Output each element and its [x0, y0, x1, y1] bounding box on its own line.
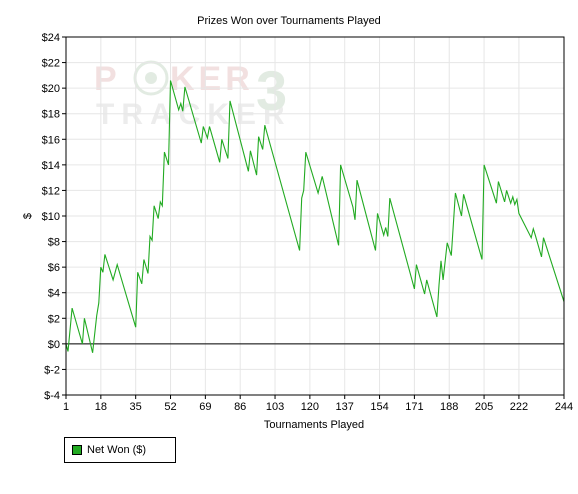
y-tick-label: $4 — [48, 288, 60, 300]
x-tick-label: 103 — [266, 401, 284, 413]
y-ticks: $-4 $-2 $0 $2 $4 $6 $8 $10 $12 $14 $16 $18 $20 $22 $24 — [42, 32, 66, 402]
chart-title: Prizes Won over Tournaments Played — [197, 15, 381, 27]
x-tick-label: 244 — [555, 401, 573, 413]
x-tick-label: 69 — [199, 401, 211, 413]
legend-swatch — [72, 445, 82, 455]
x-tick-label: 154 — [370, 401, 388, 413]
y-tick-label: $0 — [48, 339, 60, 351]
x-tick-label: 171 — [405, 401, 423, 413]
x-tick-label: 86 — [234, 401, 246, 413]
svg-text:KER: KER — [170, 60, 254, 98]
y-tick-label: $8 — [48, 237, 60, 249]
y-tick-label: $22 — [42, 58, 60, 70]
y-tick-label: $20 — [42, 83, 60, 95]
y-axis-label: $ — [22, 213, 34, 219]
y-tick-label: $2 — [48, 313, 60, 325]
x-tick-label: 18 — [95, 401, 107, 413]
legend: Net Won ($) — [64, 437, 176, 463]
y-tick-label: $-2 — [44, 364, 60, 376]
x-tick-label: 222 — [510, 401, 528, 413]
y-tick-label: $6 — [48, 262, 60, 274]
x-axis-label: Tournaments Played — [264, 419, 364, 431]
legend-label-net-won: Net Won ($) — [87, 444, 147, 456]
y-tick-label: $14 — [42, 160, 60, 172]
svg-text:TRACKER: TRACKER — [96, 98, 292, 131]
x-tick-label: 188 — [440, 401, 458, 413]
svg-text:P: P — [94, 60, 121, 98]
x-tick-label: 1 — [63, 401, 69, 413]
x-tick-label: 52 — [164, 401, 176, 413]
x-tick-label: 205 — [475, 401, 493, 413]
x-ticks: 1 18 35 52 69 86 103 120 137 154 171 188 205 222 244 — [63, 395, 573, 413]
y-tick-label: $12 — [42, 185, 60, 197]
y-tick-label: $16 — [42, 134, 60, 146]
svg-text:3: 3 — [256, 59, 287, 122]
y-tick-label: $24 — [42, 32, 60, 44]
x-tick-label: 137 — [336, 401, 354, 413]
y-tick-label: $18 — [42, 109, 60, 121]
series-line-net-won — [65, 80, 565, 353]
x-tick-label: 120 — [301, 401, 319, 413]
x-tick-label: 35 — [130, 401, 142, 413]
y-tick-label: $-4 — [44, 390, 60, 402]
y-tick-label: $10 — [42, 211, 60, 223]
series-group — [65, 80, 565, 353]
poker-tracker-watermark: P KER TRACKER 3 — [94, 59, 292, 131]
